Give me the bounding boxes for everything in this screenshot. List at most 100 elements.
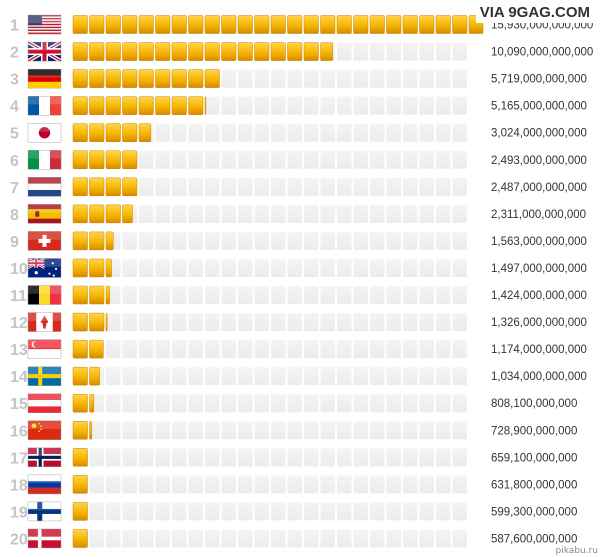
track-segment	[419, 286, 434, 305]
bar-segment	[287, 15, 303, 34]
track-segment	[353, 475, 368, 494]
bar-segment	[89, 15, 105, 34]
track-segment	[106, 367, 121, 386]
track-segment	[304, 69, 319, 88]
chart-row: 16 728,900,000,000	[10, 420, 577, 440]
bar-segment	[105, 312, 108, 332]
bar-segment	[72, 448, 88, 467]
track-segment	[403, 177, 418, 196]
track-segment	[436, 394, 451, 413]
track-segment	[370, 448, 385, 467]
track-segment	[188, 204, 203, 223]
track-segment	[304, 177, 319, 196]
track-segment	[271, 448, 286, 467]
chart-row: 19 599,300,000,000	[10, 501, 577, 522]
flag-es-icon	[27, 204, 62, 224]
bar-segment	[204, 96, 207, 115]
track-segment	[155, 340, 170, 359]
track-segment	[254, 286, 269, 305]
bar-segment	[237, 42, 253, 61]
bar-segment	[72, 502, 88, 521]
track-segment	[139, 529, 154, 548]
track-segment	[403, 448, 418, 467]
track-segment	[304, 258, 319, 277]
rank-label: 13	[10, 342, 28, 359]
track-segment	[419, 96, 434, 115]
bar-segment	[89, 258, 105, 278]
track-segment	[370, 123, 385, 142]
track-segment	[139, 231, 154, 250]
track-segment	[403, 421, 418, 440]
track-segment	[221, 177, 236, 196]
bar-segment	[72, 42, 88, 61]
track-segment	[370, 258, 385, 277]
track-segment	[271, 123, 286, 142]
bar-segment	[72, 366, 88, 386]
bar-segment	[204, 69, 220, 88]
value-label: 728,900,000,000	[491, 425, 577, 437]
track-segment	[271, 340, 286, 359]
track-segment	[436, 502, 451, 521]
value-label: 1,326,000,000,000	[491, 317, 587, 329]
track-segment	[452, 231, 467, 250]
track-segment	[452, 448, 467, 467]
value-label: 5,719,000,000,000	[491, 74, 587, 86]
bar-segment	[188, 42, 204, 61]
bar-segment	[221, 15, 237, 34]
track-segment	[238, 313, 253, 332]
track-segment	[238, 367, 253, 386]
bar-segment	[138, 42, 154, 61]
bar-segment	[105, 258, 112, 278]
track-segment	[337, 150, 352, 169]
bar-segment	[122, 150, 138, 170]
track-segment	[452, 258, 467, 277]
bar-segment	[72, 475, 88, 494]
track-segment	[436, 258, 451, 277]
track-segment	[89, 529, 104, 548]
track-segment	[320, 529, 335, 548]
track-segment	[304, 313, 319, 332]
track-segment	[205, 448, 220, 467]
track-segment	[370, 313, 385, 332]
bar-segment	[105, 231, 114, 251]
bar-segment	[155, 42, 171, 61]
track-segment	[287, 123, 302, 142]
track-segment	[436, 421, 451, 440]
track-segment	[221, 448, 236, 467]
track-segment	[436, 123, 451, 142]
track-segment	[304, 150, 319, 169]
track-segment	[320, 421, 335, 440]
rank-label: 11	[10, 288, 27, 305]
track-segment	[386, 204, 401, 223]
track-segment	[155, 502, 170, 521]
track-segment	[254, 475, 269, 494]
bar-segment	[89, 177, 105, 197]
value-label: 599,300,000,000	[491, 506, 577, 518]
bar-segment	[171, 96, 187, 115]
track-segment	[254, 340, 269, 359]
track-segment	[287, 177, 302, 196]
track-segment	[403, 286, 418, 305]
track-segment	[271, 529, 286, 548]
track-segment	[172, 340, 187, 359]
track-segment	[320, 502, 335, 521]
track-segment	[188, 231, 203, 250]
track-segment	[155, 204, 170, 223]
track-segment	[89, 502, 104, 521]
track-segment	[403, 529, 418, 548]
track-segment	[403, 204, 418, 223]
flag-fi-icon	[27, 501, 62, 522]
track-segment	[122, 421, 137, 440]
track-segment	[271, 475, 286, 494]
track-segment	[353, 96, 368, 115]
track-segment	[172, 394, 187, 413]
bar-segment	[89, 42, 105, 61]
track-segment	[172, 286, 187, 305]
track-segment	[188, 367, 203, 386]
track-segment	[436, 448, 451, 467]
track-segment	[188, 286, 203, 305]
track-segment	[419, 340, 434, 359]
track-segment	[320, 204, 335, 223]
track-segment	[221, 421, 236, 440]
track-segment	[436, 96, 451, 115]
